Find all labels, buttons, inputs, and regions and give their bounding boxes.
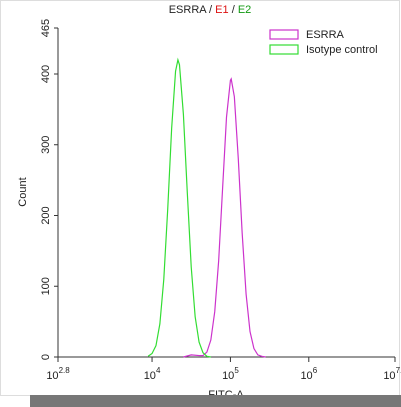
x-tick-base: 10 [46,370,58,382]
y-tick-label: 200 [40,206,52,224]
x-tick-exponent: 4 [156,366,161,375]
chart-title: ESRRA / E1 / E2 [169,4,252,16]
x-tick-base: 10 [300,370,312,382]
x-tick-exponent: 7.1 [396,366,401,375]
x-tick-label: 104 [144,366,161,382]
legend-swatch [269,29,299,40]
y-tick-label: 300 [40,136,52,154]
y-tick-label: 0 [40,354,52,360]
legend-swatch [269,44,299,55]
legend-label: ESRRA [306,29,345,41]
frame [0,0,400,396]
x-tick-base: 10 [383,370,395,382]
title-part: / [206,4,215,16]
x-tick-base: 10 [222,370,234,382]
x-tick-exponent: 6 [313,366,318,375]
x-tick-label: 102.8 [46,366,70,382]
x-tick-base: 10 [144,370,156,382]
title-part: E2 [238,4,251,16]
legend-label: Isotype control [306,44,378,56]
y-tick-label: 400 [40,65,52,83]
x-tick-label: 105 [222,366,239,382]
y-tick-label: 100 [40,277,52,295]
y-axis-label: Count [17,177,29,206]
x-tick-label: 107.1 [383,366,401,382]
x-tick-exponent: 5 [234,366,239,375]
title-part: E1 [215,4,228,16]
title-part: ESRRA [169,4,208,16]
x-tick-label: 106 [300,366,317,382]
x-tick-exponent: 2.8 [59,366,71,375]
scroll-bar [30,395,401,407]
title-part: / [229,4,238,16]
y-tick-label: 465 [40,19,52,37]
histogram-curve [147,57,211,358]
